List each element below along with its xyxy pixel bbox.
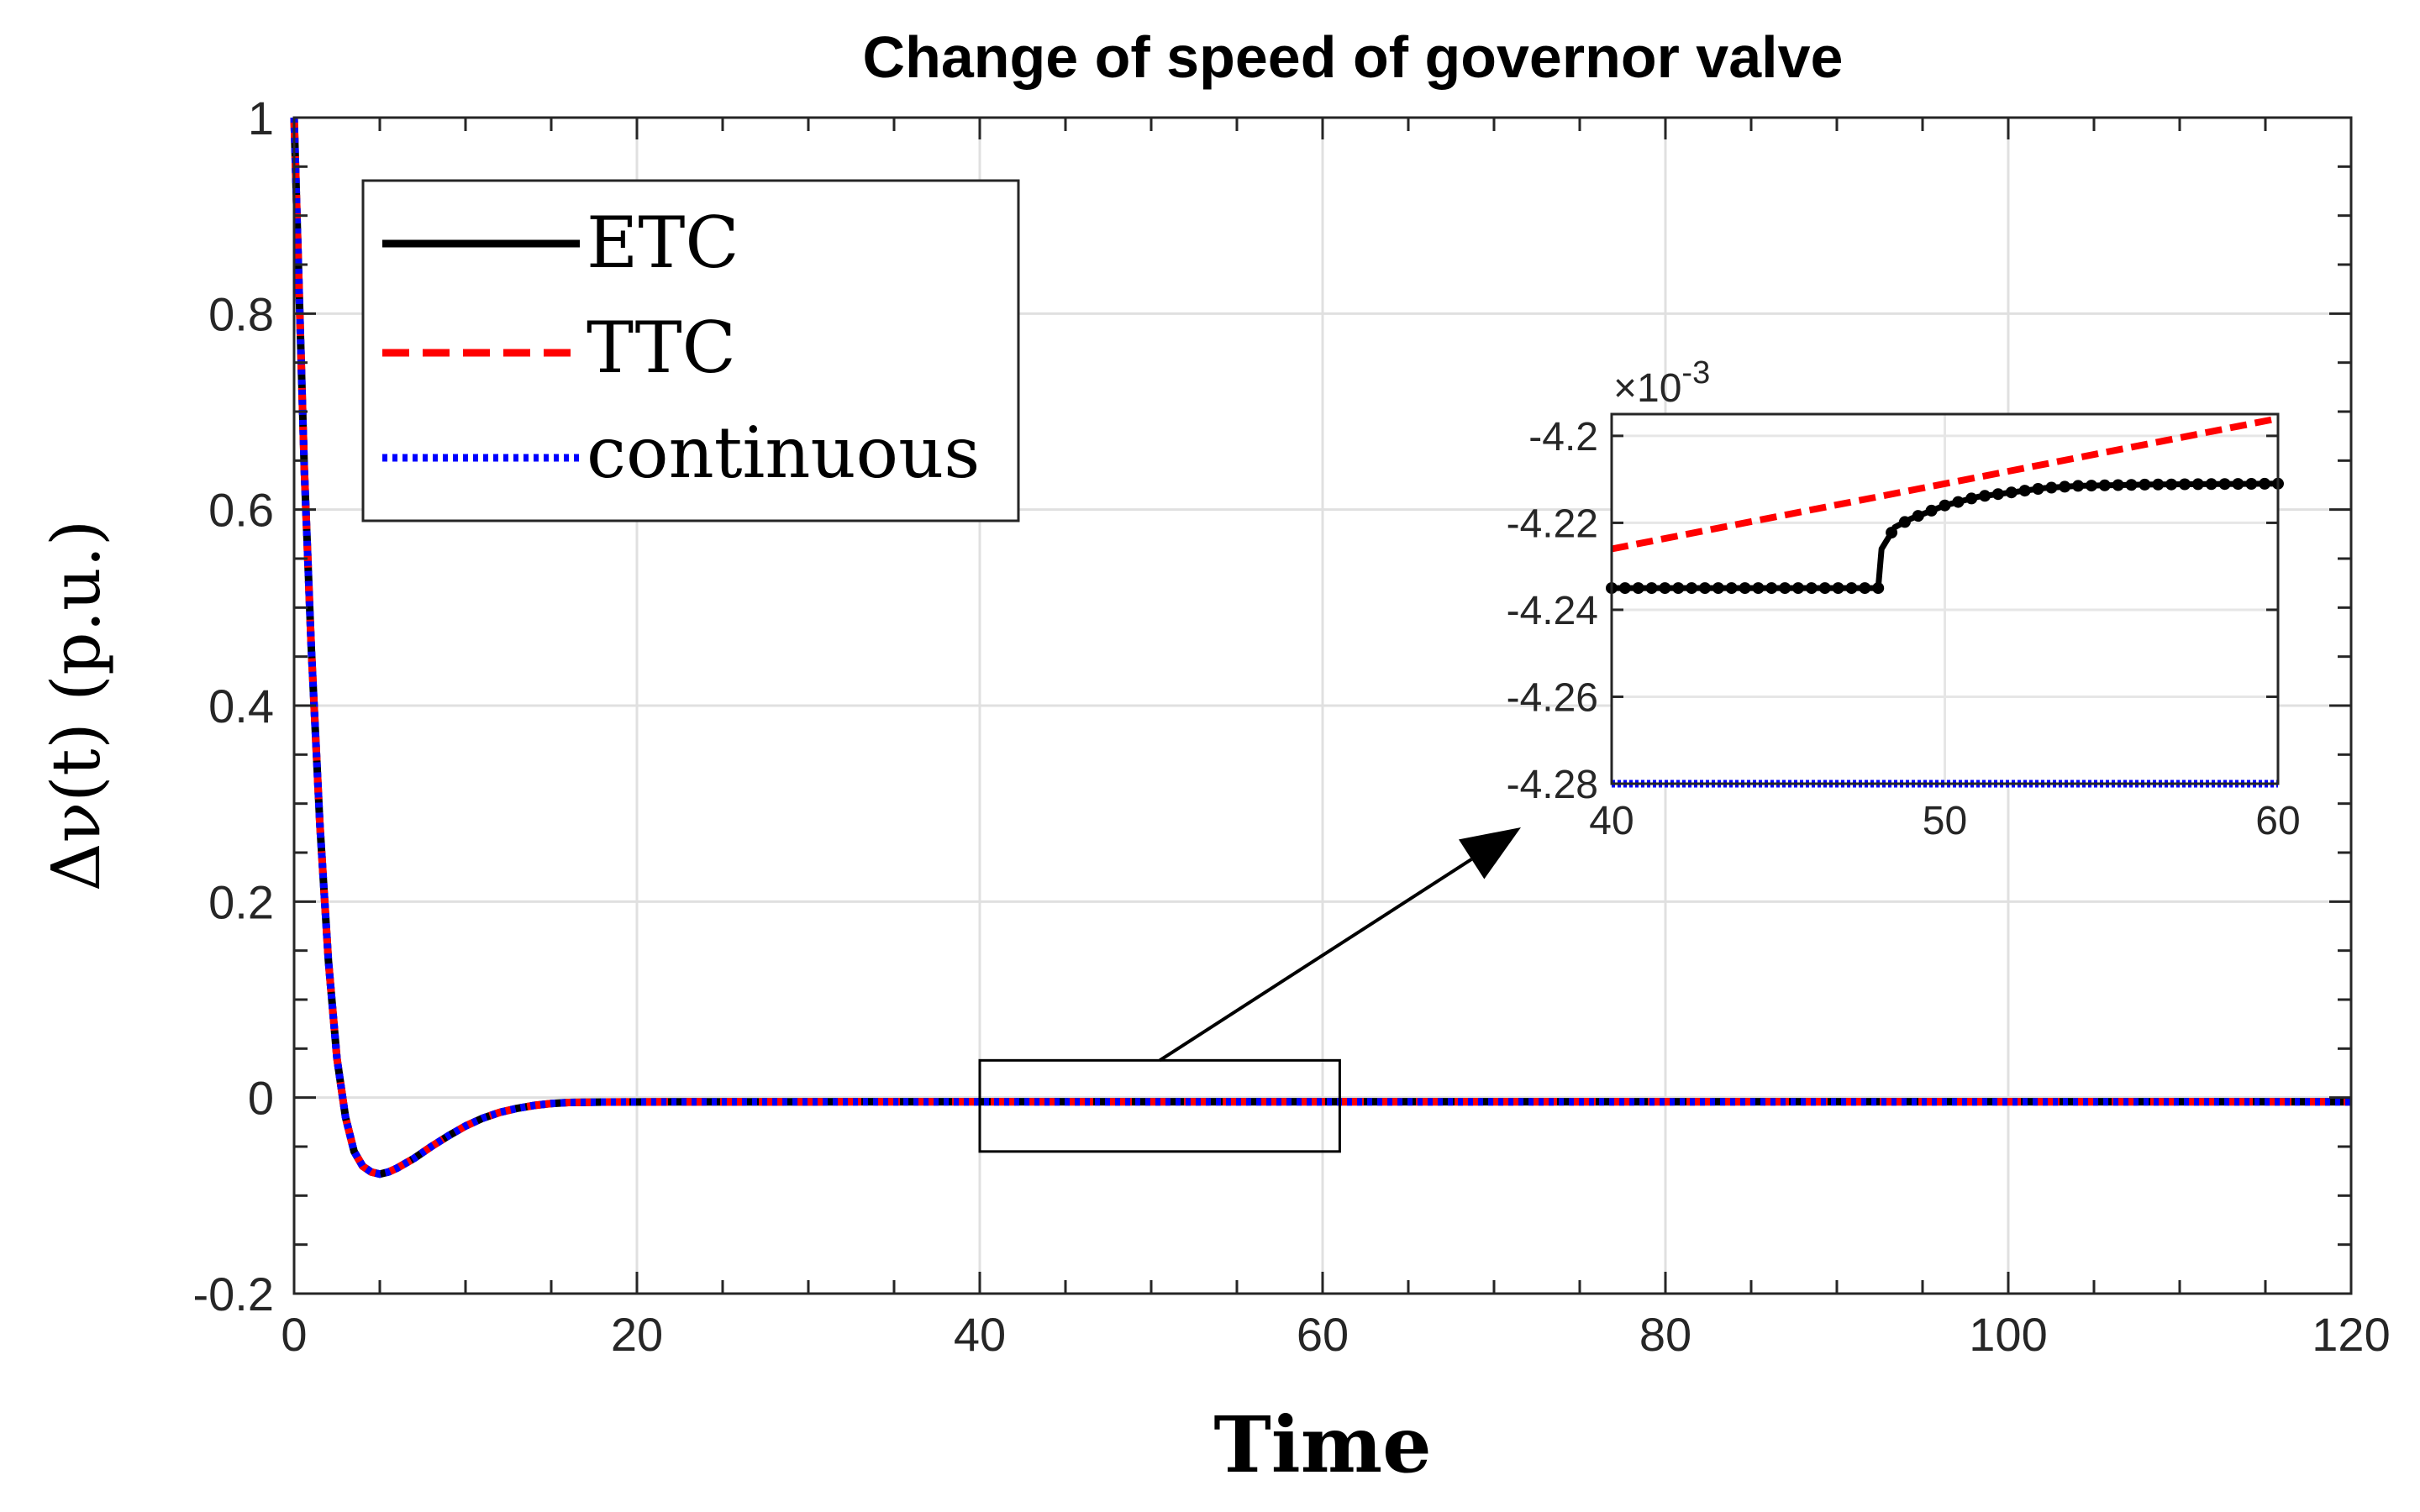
y-tick-label: 0.2 [208,875,274,928]
series-continuous-line [290,117,2351,1179]
x-tick-label: 60 [1297,1308,1349,1361]
inset-etc-marker [2098,479,2111,491]
legend: ETC TTC continuous [361,179,1020,522]
inset-etc-marker [1712,582,1724,595]
inset-etc-marker [2259,477,2271,490]
y-axis-label: Δν(t) (p.u.) [37,520,115,891]
zoom-arrow [1159,858,1473,1063]
inset-etc-marker [2072,480,2085,492]
inset-etc-marker [1725,582,1738,595]
inset-etc-marker [2018,485,2031,497]
inset-etc-marker [1659,582,1671,595]
inset-y-tick-label: -4.2 [1528,415,1598,459]
inset-etc-marker [1686,582,1698,595]
inset-x-tick-label: 40 [1589,799,1634,843]
inset-etc-marker [1752,582,1765,595]
inset-plot: 40 50 60 -4.28 -4.26 -4.24 -4.22 -4.2 ×10-3 [1507,355,2301,843]
x-tick-label: 120 [2312,1308,2390,1361]
inset-etc-marker [1632,582,1644,595]
inset-ticks [1612,434,2278,785]
legend-label-continuous: continuous [587,412,980,494]
inset-etc-marker [1779,582,1791,595]
inset-x-tick-labels: 40 50 60 [1589,799,2300,843]
inset-etc-marker [1952,496,1965,508]
inset-etc-marker [1818,582,1831,595]
inset-etc-marker [1886,527,1898,539]
inset-etc-marker [2032,483,2044,495]
inset-etc-marker [2165,478,2178,491]
series-layer [290,117,2351,1179]
inset-etc-marker [1925,504,1938,517]
inset-etc-marker [1792,582,1804,595]
ticks [292,116,2353,1295]
legend-label-etc: ETC [587,202,739,284]
inset-y-tick-labels: -4.28 -4.26 -4.24 -4.22 -4.2 [1507,415,1598,807]
inset-etc-marker [2232,478,2244,491]
y-tick-label: 1 [248,92,274,144]
inset-etc-marker [1805,582,1818,595]
inset-etc-marker [2205,478,2217,491]
inset-etc-marker [1845,582,1858,595]
x-tick-labels: 0 20 40 60 80 100 120 [281,1308,2390,1361]
inset-etc-marker [2179,478,2191,491]
inset-etc-marker [2112,479,2124,491]
inset-etc-marker [1898,516,1911,528]
inset-etc-marker [1672,582,1685,595]
inset-etc-marker [2152,478,2165,491]
inset-x-tick-label: 60 [2255,799,2300,843]
y-tick-label: 0.6 [208,484,274,537]
inset-frame [1610,412,2280,785]
x-tick-label: 0 [281,1308,307,1361]
inset-y-tick-label: -4.28 [1507,763,1598,807]
inset-series-ttc-line [1611,415,2279,553]
inset-etc-marker [1991,488,2004,501]
inset-etc-marker [2059,480,2071,493]
inset-etc-marker [1872,582,1885,595]
zoom-arrowhead [1459,827,1521,879]
inset-etc-marker [2245,478,2258,490]
inset-etc-marker [1979,490,1991,502]
y-tick-labels: -0.2 0 0.2 0.4 0.6 0.8 1 [193,92,275,1320]
y-tick-label: 0.8 [208,287,274,340]
inset-etc-marker [2086,480,2097,492]
inset-etc-marker [1765,582,1778,595]
inset-etc-marker [1739,582,1751,595]
inset-etc-marker [1618,582,1631,595]
inset-etc-marker [2218,478,2231,491]
y-tick-label: 0 [248,1072,274,1125]
x-axis-label: Time [1213,1399,1431,1490]
inset-x-tick-label: 50 [1923,799,1967,843]
inset-exponent-label: ×10-3 [1613,355,1710,411]
x-tick-label: 80 [1639,1308,1691,1361]
inset-etc-marker [2125,479,2138,491]
inset-etc-marker [1699,582,1711,595]
inset-y-tick-label: -4.26 [1507,675,1598,720]
inset-y-tick-label: -4.22 [1507,501,1598,546]
y-tick-label: -0.2 [193,1268,275,1320]
x-tick-label: 20 [611,1308,663,1361]
legend-label-ttc: TTC [587,307,736,389]
inset-etc-marker [2005,486,2018,499]
chart-title: Change of speed of governor valve [863,24,1844,90]
inset-etc-marker [2139,478,2151,491]
inset-etc-marker [1645,582,1658,595]
inset-etc-marker [1859,582,1871,595]
inset-etc-marker [1939,499,1951,512]
x-tick-label: 40 [954,1308,1006,1361]
inset-etc-marker [1965,492,1978,505]
inset-y-tick-label: -4.24 [1507,589,1598,633]
inset-etc-marker [1832,582,1844,595]
inset-etc-marker [2191,478,2204,491]
x-tick-label: 100 [1969,1308,2047,1361]
y-tick-label: 0.4 [208,680,274,732]
inset-etc-marker [2045,481,2058,494]
inset-etc-marker [1912,510,1924,522]
